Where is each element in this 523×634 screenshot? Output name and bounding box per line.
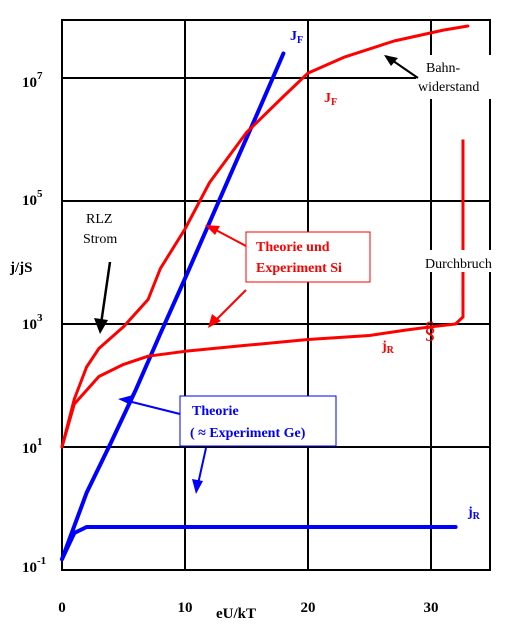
x-tick-10: 10 (178, 600, 193, 616)
arrow-rlz (99, 261, 112, 325)
x-tick-labels: 0 10 20 30 (58, 600, 438, 616)
annotation-bahn-line1: Bahn- (426, 61, 461, 76)
breakdown-hook (454, 286, 465, 326)
arrowhead-ge-upper (118, 395, 133, 405)
series-line-jR-1 (60, 525, 458, 562)
arrowhead-ge-lower (192, 479, 203, 494)
arrowhead-rlz (94, 318, 108, 334)
bahn-label-bg (416, 55, 506, 99)
annotation-rlz-line2: Strom (83, 232, 117, 247)
series-layer (60, 24, 470, 562)
arrow-ge-upper (127, 400, 181, 415)
arrowhead-si-lower (208, 314, 221, 328)
grid (61, 19, 491, 571)
theorie-si-box (245, 231, 371, 283)
annotation-bahn-line2: widerstand (418, 80, 479, 95)
x-tick-0: 0 (58, 600, 66, 616)
series-line-jF-0 (60, 51, 286, 562)
y-axis-label: j/jS (9, 260, 33, 276)
rlz-label-bg (65, 206, 150, 250)
arrow-si-lower (213, 289, 247, 323)
annotation-durchbruch: Durchbruch (425, 257, 492, 272)
y-tick-labels: 10-1 101 103 105 107 (22, 70, 46, 576)
theorie-ge-box (179, 395, 337, 447)
annotation-theorie-si-line2: Experiment Si (256, 261, 342, 276)
arrowhead-si-upper (205, 225, 220, 235)
arrow-ge-lower (197, 447, 207, 485)
annotation-theorie-ge-line2: ( ≈ Experiment Ge) (190, 426, 306, 441)
series-label-blue-jR: jR (467, 505, 481, 522)
breakdown-marker-1: § (424, 318, 436, 344)
x-axis-label: eU/kT (216, 606, 256, 622)
durchbruch-label-bg (422, 250, 512, 272)
y-tick-1e5: 105 (22, 188, 43, 209)
y-tick-1e7: 107 (22, 70, 43, 91)
annotation-theorie-ge-line1: Theorie (192, 404, 239, 419)
x-tick-30: 30 (424, 600, 439, 616)
series-label-red-jR: jR (381, 339, 395, 356)
arrowhead-bahn (384, 55, 398, 66)
arrow-si-upper (213, 228, 247, 247)
series-label-blue-jF: JF (290, 29, 303, 46)
series-line-jR-3 (60, 322, 458, 449)
y-tick-1e3: 103 (22, 312, 43, 333)
series-label-red-JF: JF (324, 91, 337, 108)
plot-frame (61, 19, 491, 571)
x-tick-20: 20 (301, 600, 316, 616)
annotation-theorie-si-line1: Theorie und (256, 240, 330, 255)
y-tick-1e1: 101 (22, 436, 43, 457)
y-tick-1e-1: 10-1 (22, 555, 46, 576)
annotation-rlz-line1: RLZ (86, 212, 112, 227)
series-line-JF-2 (60, 24, 470, 449)
